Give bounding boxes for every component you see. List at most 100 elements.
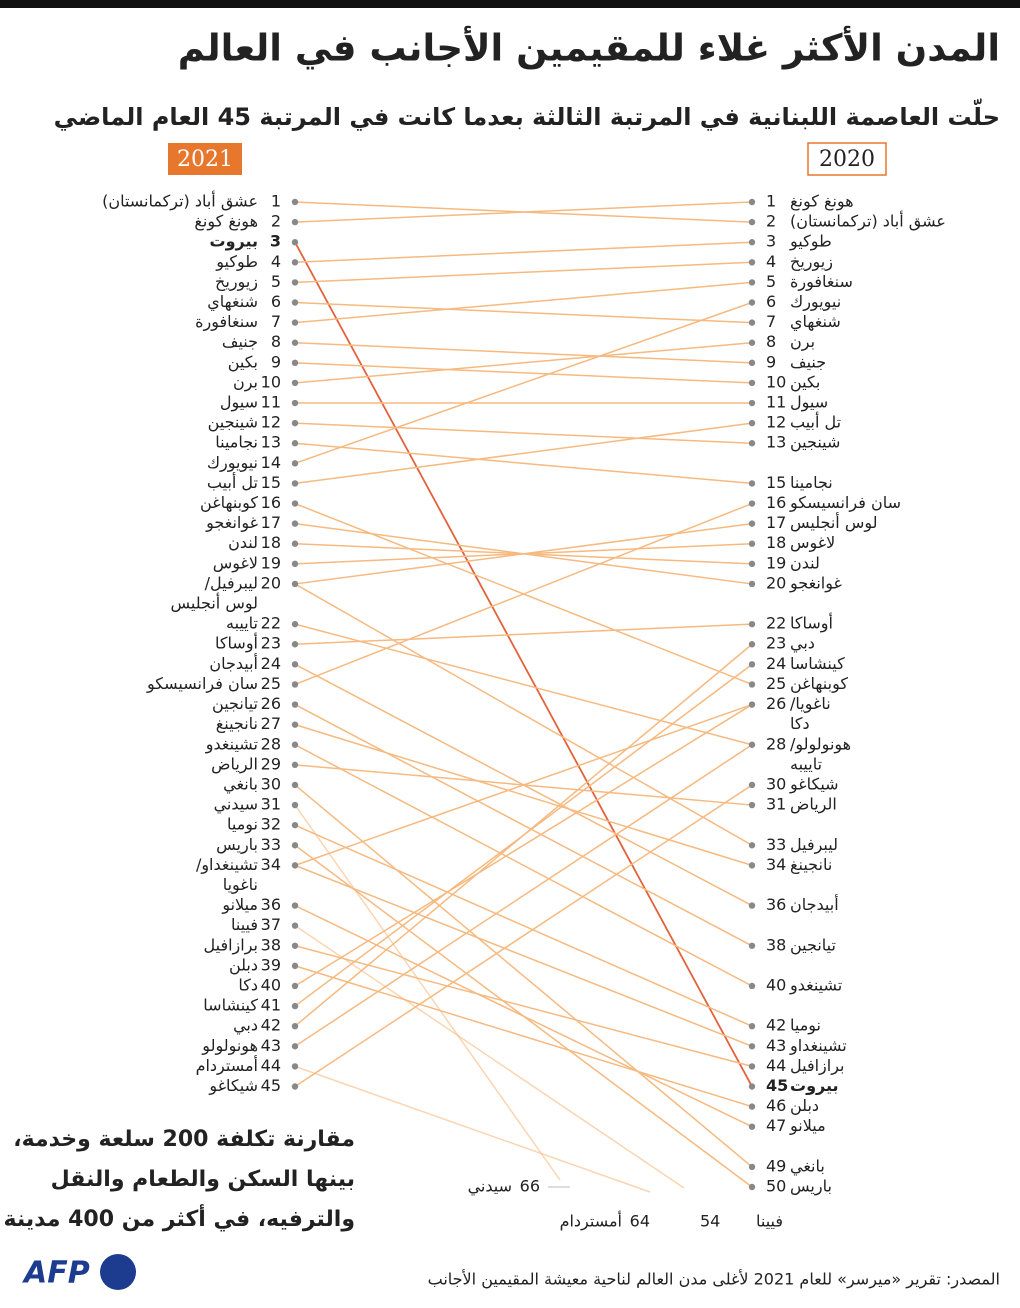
rank-dot: [291, 741, 299, 748]
rank-label: 14: [261, 453, 281, 472]
rank-label: 4: [766, 252, 776, 271]
city-label: دكا: [790, 714, 810, 733]
city-label: دبلن: [229, 955, 258, 975]
rank-label: 37: [261, 915, 281, 934]
year-box: [807, 142, 887, 176]
rank-dot: [291, 821, 299, 829]
lines: [294, 201, 753, 1193]
rank-label: 11: [261, 393, 281, 412]
rank-dot: [291, 661, 299, 668]
offchart-city: سيدني: [468, 1177, 512, 1197]
rank-line: [294, 623, 753, 645]
rank-label: 36: [261, 895, 281, 914]
rank-line: [294, 341, 753, 384]
rank-line: [294, 281, 753, 324]
city-label: دبي: [790, 634, 815, 654]
rank-line: [294, 864, 753, 1047]
city-label: الرياض: [790, 795, 837, 815]
city-label: هونولولو: [201, 1036, 258, 1056]
rank-label: 34: [766, 855, 786, 874]
city-label: سنغافورة: [195, 312, 258, 332]
rank-label: 17: [766, 513, 786, 532]
city-label: ليبرفيل/: [205, 573, 258, 593]
city-label: بكين: [790, 372, 820, 392]
city-label: زيوريخ: [215, 272, 258, 292]
city-label: غوانغجو: [205, 513, 258, 533]
rank-line: [294, 422, 753, 485]
rank-dot: [748, 540, 756, 547]
rank-label: 9: [766, 352, 776, 371]
city-label: باريس: [216, 835, 258, 855]
city-label: الرياض: [211, 754, 258, 774]
rank-line: [294, 804, 561, 1181]
rank-label: 17: [261, 513, 281, 532]
rank-dot: [748, 1183, 756, 1191]
rank-label: 30: [261, 774, 281, 793]
rank-dot: [748, 560, 756, 568]
rank-dot: [748, 701, 756, 708]
city-label: نوميا: [227, 815, 258, 835]
rank-dot: [291, 520, 299, 527]
city-label: لاغوس: [213, 553, 258, 573]
rank-label: 39: [261, 955, 281, 974]
rank-label: 22: [261, 614, 281, 633]
rank-label: 1: [271, 192, 281, 211]
rank-label: 7: [766, 312, 776, 331]
rank-label: 41: [261, 996, 281, 1015]
rank-dot: [748, 259, 756, 266]
rank-label: 13: [261, 433, 281, 452]
rank-label: 38: [766, 935, 786, 954]
rank-dot: [748, 379, 756, 387]
rank-label: 16: [261, 493, 281, 512]
city-label: لوس أنجليس: [790, 512, 878, 533]
rank-dot: [291, 560, 299, 568]
rank-dot: [291, 801, 299, 809]
rank-label: 4: [271, 252, 281, 271]
rank-label: 49: [766, 1156, 786, 1175]
rank-line: [294, 965, 753, 1108]
city-label: أمستردام: [196, 1055, 258, 1076]
city-label: ليبرفيل: [790, 835, 838, 855]
rank-dot: [748, 339, 756, 346]
city-label: نوميا: [790, 1016, 821, 1036]
city-label: شنغهاي: [207, 292, 258, 312]
city-label: تشينغداو: [789, 1036, 847, 1056]
city-label: برن: [790, 332, 815, 352]
rank-dot: [748, 620, 756, 628]
city-label: نجامينا: [215, 433, 258, 452]
rank-line: [294, 241, 753, 264]
rank-dot: [748, 580, 756, 588]
chart-title: المدن الأكثر غلاء للمقيمين الأجانب في ال…: [178, 25, 1000, 70]
note: والترفيه، في أكثر من 400 مدينة: [4, 1203, 355, 1232]
city-label: أوساكا: [790, 613, 833, 634]
rank-dot: [748, 902, 756, 909]
rank-label: 44: [261, 1056, 281, 1075]
rank-label: 40: [261, 975, 281, 994]
rank-line: [294, 904, 753, 1128]
rank-dot: [748, 299, 756, 306]
rank-label: 12: [261, 413, 281, 432]
rank-label: 33: [261, 835, 281, 854]
city-label: برازافيل: [790, 1056, 845, 1076]
city-label: عشق أباد (تركمانستان): [790, 211, 946, 232]
city-label: كوبنهاغن: [790, 674, 848, 694]
rank-dot: [748, 1103, 756, 1110]
rank-dot: [291, 339, 299, 346]
city-label: هونغ كونغ: [790, 192, 854, 212]
rank-line: [294, 1065, 651, 1193]
rank-dot: [291, 319, 299, 326]
city-label: تشينغدو: [205, 734, 258, 754]
rank-dot: [748, 198, 756, 206]
rank-dot: [291, 1043, 299, 1050]
rank-label: 23: [261, 634, 281, 653]
rank-label: 15: [766, 473, 786, 492]
rank-dot: [291, 359, 299, 367]
rank-line: [294, 703, 753, 987]
city-label: سيدني: [214, 795, 258, 815]
rank-dot: [748, 842, 756, 849]
city-label: بيروت: [209, 232, 258, 251]
rank-dot: [748, 319, 756, 326]
rank-label: 26: [766, 694, 786, 713]
